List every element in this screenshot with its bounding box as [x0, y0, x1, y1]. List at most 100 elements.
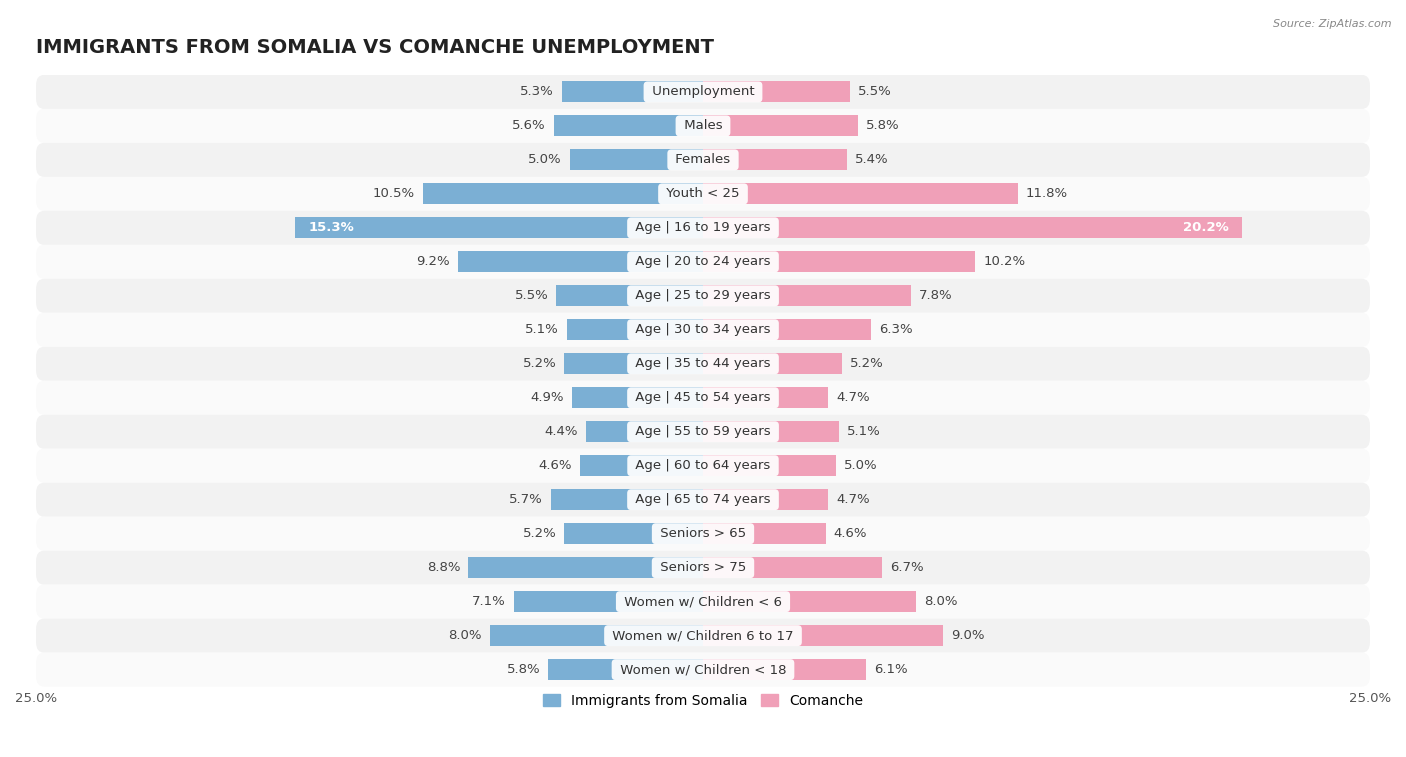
Legend: Immigrants from Somalia, Comanche: Immigrants from Somalia, Comanche — [537, 688, 869, 713]
Bar — [557, 285, 703, 307]
Bar — [703, 354, 842, 374]
Bar — [703, 183, 1018, 204]
Bar — [586, 421, 703, 442]
Text: 5.2%: 5.2% — [523, 527, 557, 540]
Text: 6.3%: 6.3% — [879, 323, 912, 336]
Text: 6.7%: 6.7% — [890, 561, 924, 574]
FancyBboxPatch shape — [37, 347, 1369, 381]
Bar — [551, 489, 703, 510]
FancyBboxPatch shape — [37, 211, 1369, 245]
Bar — [548, 659, 703, 680]
Bar — [564, 523, 703, 544]
Text: Age | 25 to 29 years: Age | 25 to 29 years — [631, 289, 775, 302]
FancyBboxPatch shape — [37, 517, 1369, 550]
FancyBboxPatch shape — [37, 483, 1369, 517]
Bar — [561, 82, 703, 102]
FancyBboxPatch shape — [37, 653, 1369, 687]
Bar — [468, 557, 703, 578]
Bar — [703, 489, 828, 510]
Bar — [703, 251, 976, 273]
Text: 7.1%: 7.1% — [472, 595, 506, 608]
Bar — [703, 217, 1241, 238]
Text: 5.1%: 5.1% — [846, 425, 880, 438]
FancyBboxPatch shape — [37, 245, 1369, 279]
Text: Seniors > 75: Seniors > 75 — [655, 561, 751, 574]
Bar — [703, 557, 882, 578]
Text: 10.5%: 10.5% — [373, 188, 415, 201]
Text: Age | 35 to 44 years: Age | 35 to 44 years — [631, 357, 775, 370]
FancyBboxPatch shape — [37, 143, 1369, 177]
Text: Youth < 25: Youth < 25 — [662, 188, 744, 201]
Text: 20.2%: 20.2% — [1182, 221, 1229, 235]
Text: 5.2%: 5.2% — [523, 357, 557, 370]
Text: 4.7%: 4.7% — [837, 391, 870, 404]
Text: 5.4%: 5.4% — [855, 154, 889, 167]
Bar — [703, 659, 866, 680]
Bar — [703, 115, 858, 136]
Bar — [457, 251, 703, 273]
Text: 7.8%: 7.8% — [920, 289, 953, 302]
Bar — [513, 591, 703, 612]
Text: 15.3%: 15.3% — [308, 221, 354, 235]
Text: Age | 55 to 59 years: Age | 55 to 59 years — [631, 425, 775, 438]
Text: 9.0%: 9.0% — [950, 629, 984, 642]
Text: 8.0%: 8.0% — [449, 629, 482, 642]
Text: Women w/ Children < 6: Women w/ Children < 6 — [620, 595, 786, 608]
Bar — [564, 354, 703, 374]
Text: Women w/ Children 6 to 17: Women w/ Children 6 to 17 — [609, 629, 797, 642]
Text: 5.0%: 5.0% — [529, 154, 561, 167]
Text: 8.8%: 8.8% — [427, 561, 460, 574]
Bar — [703, 319, 872, 341]
FancyBboxPatch shape — [37, 449, 1369, 483]
Text: Age | 45 to 54 years: Age | 45 to 54 years — [631, 391, 775, 404]
Text: 5.5%: 5.5% — [858, 86, 891, 98]
Text: Seniors > 65: Seniors > 65 — [655, 527, 751, 540]
FancyBboxPatch shape — [37, 618, 1369, 653]
Text: Age | 16 to 19 years: Age | 16 to 19 years — [631, 221, 775, 235]
Text: 5.5%: 5.5% — [515, 289, 548, 302]
FancyBboxPatch shape — [37, 415, 1369, 449]
Text: 5.0%: 5.0% — [845, 459, 877, 472]
FancyBboxPatch shape — [37, 75, 1369, 109]
Text: Women w/ Children < 18: Women w/ Children < 18 — [616, 663, 790, 676]
Text: 5.2%: 5.2% — [849, 357, 883, 370]
Text: 4.6%: 4.6% — [538, 459, 572, 472]
Text: Age | 65 to 74 years: Age | 65 to 74 years — [631, 494, 775, 506]
Bar — [703, 421, 839, 442]
Text: 5.3%: 5.3% — [520, 86, 554, 98]
Bar — [703, 149, 846, 170]
Bar — [572, 388, 703, 408]
Text: 4.9%: 4.9% — [531, 391, 564, 404]
Bar — [703, 523, 825, 544]
Text: Unemployment: Unemployment — [648, 86, 758, 98]
Bar — [567, 319, 703, 341]
Bar — [703, 82, 849, 102]
Text: Females: Females — [671, 154, 735, 167]
FancyBboxPatch shape — [37, 313, 1369, 347]
Text: 10.2%: 10.2% — [983, 255, 1025, 268]
Bar — [295, 217, 703, 238]
Text: IMMIGRANTS FROM SOMALIA VS COMANCHE UNEMPLOYMENT: IMMIGRANTS FROM SOMALIA VS COMANCHE UNEM… — [37, 38, 714, 57]
FancyBboxPatch shape — [37, 177, 1369, 211]
Text: 5.8%: 5.8% — [866, 120, 900, 132]
Bar — [703, 455, 837, 476]
Text: Age | 60 to 64 years: Age | 60 to 64 years — [631, 459, 775, 472]
Bar — [554, 115, 703, 136]
FancyBboxPatch shape — [37, 550, 1369, 584]
Bar — [569, 149, 703, 170]
Bar — [581, 455, 703, 476]
Text: 11.8%: 11.8% — [1026, 188, 1069, 201]
Bar — [703, 285, 911, 307]
FancyBboxPatch shape — [37, 381, 1369, 415]
Text: Males: Males — [679, 120, 727, 132]
Text: 4.6%: 4.6% — [834, 527, 868, 540]
Bar — [423, 183, 703, 204]
Text: Age | 20 to 24 years: Age | 20 to 24 years — [631, 255, 775, 268]
Text: Age | 30 to 34 years: Age | 30 to 34 years — [631, 323, 775, 336]
Text: Source: ZipAtlas.com: Source: ZipAtlas.com — [1274, 19, 1392, 29]
Text: 4.4%: 4.4% — [544, 425, 578, 438]
Bar — [703, 625, 943, 646]
Bar — [703, 388, 828, 408]
FancyBboxPatch shape — [37, 109, 1369, 143]
Text: 5.1%: 5.1% — [526, 323, 560, 336]
